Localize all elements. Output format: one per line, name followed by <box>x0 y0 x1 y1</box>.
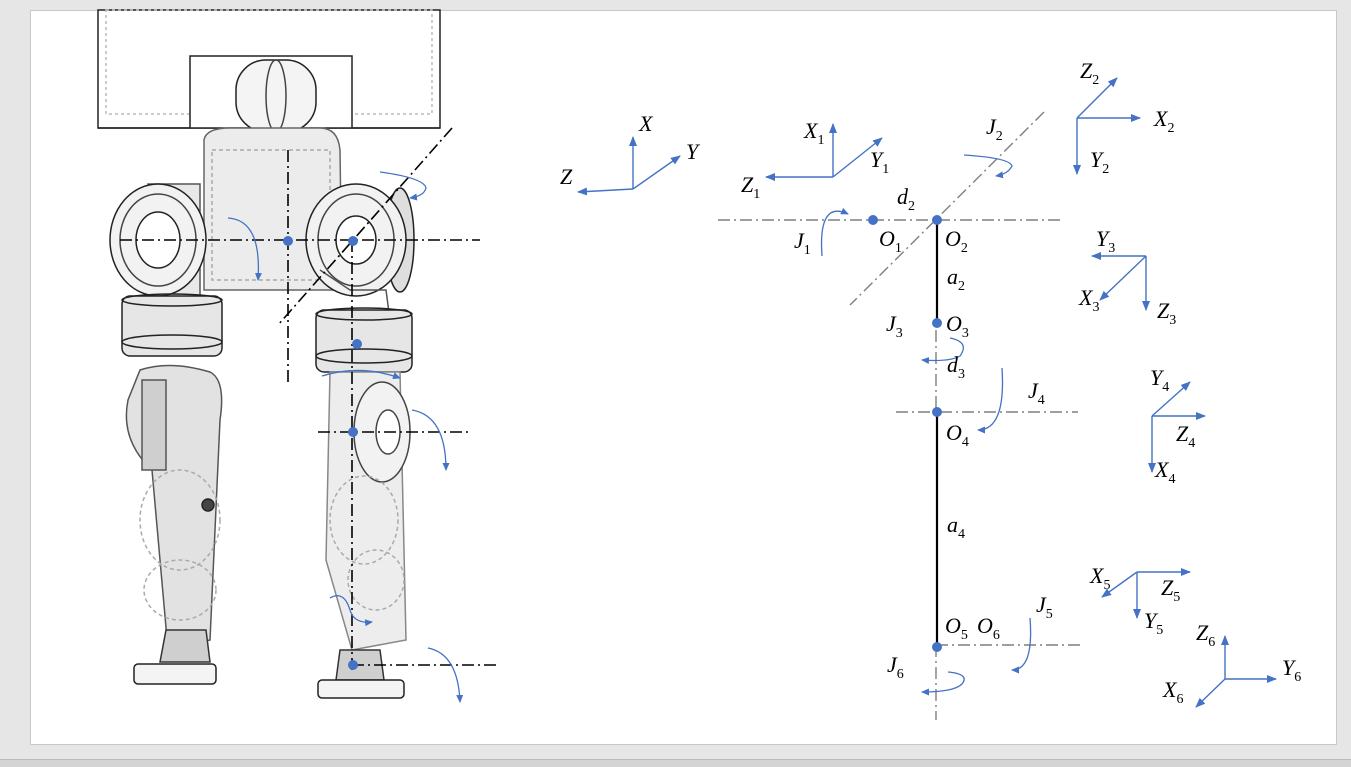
robot-legs-illustration <box>97 9 441 699</box>
right-foot <box>317 649 405 699</box>
label-z2: Z2 <box>1080 58 1099 88</box>
frame-3 <box>1091 252 1150 311</box>
label-j1: J1 <box>794 228 811 258</box>
base-y-label: Y <box>686 139 701 164</box>
label-y3: Y3 <box>1096 226 1115 256</box>
frame-2 <box>1073 77 1141 175</box>
label-z3: Z3 <box>1157 298 1176 328</box>
label-y6: Y6 <box>1282 655 1301 685</box>
left-foot <box>133 629 217 685</box>
frame-1 <box>765 123 883 181</box>
label-o2: O2 <box>945 226 968 256</box>
left-rotation-arrows <box>227 171 464 703</box>
label-j2: J2 <box>986 114 1003 144</box>
label-x3: X3 <box>1078 285 1099 315</box>
kinematic-chain <box>718 111 1080 720</box>
label-y5: Y5 <box>1144 608 1163 638</box>
torso-box <box>97 9 441 133</box>
left-joint-axes <box>120 127 496 672</box>
label-z5: Z5 <box>1161 575 1180 605</box>
base-z-label: Z <box>560 164 573 189</box>
right-hip-flange <box>305 183 415 321</box>
base-x-label: X <box>638 111 654 136</box>
label-y4: Y4 <box>1150 365 1169 395</box>
label-z1: Z1 <box>741 172 760 202</box>
label-o1: O1 <box>879 226 902 256</box>
label-d2: d2 <box>897 184 915 214</box>
right-thigh-cylinder <box>315 307 413 373</box>
label-d3: d3 <box>947 352 965 382</box>
frame-6 <box>1195 635 1277 708</box>
label-x6: X6 <box>1162 677 1183 707</box>
label-x1: X1 <box>803 118 824 148</box>
label-o5: O5 <box>945 613 968 643</box>
frame-5 <box>1101 568 1191 619</box>
label-o6: O6 <box>977 613 1000 643</box>
diagram-labels: X1 Y1 Z1 Z2 X2 Y2 Y3 X3 Z3 Y4 Z4 X4 X5 Z… <box>741 58 1301 707</box>
bottom-status-bar <box>0 759 1351 767</box>
left-thigh-cylinder <box>121 293 223 357</box>
left-joint-dots <box>283 236 362 670</box>
label-a4: a4 <box>947 512 965 542</box>
label-a2: a2 <box>947 264 965 294</box>
base-z-axis <box>577 187 634 196</box>
label-x2: X2 <box>1153 106 1174 136</box>
left-hip-flange <box>109 183 207 303</box>
right-shank <box>325 371 411 651</box>
chain-joint-dots <box>868 215 942 652</box>
frame-4 <box>1148 381 1206 473</box>
label-z6: Z6 <box>1196 620 1215 650</box>
label-j6: J6 <box>887 652 904 682</box>
label-x4: X4 <box>1154 457 1175 487</box>
left-shank <box>125 364 223 651</box>
label-j3: J3 <box>886 311 903 341</box>
label-j5: J5 <box>1036 592 1053 622</box>
chain-rotation-arrows <box>820 154 1032 696</box>
label-x5: X5 <box>1089 563 1110 593</box>
base-y-axis <box>632 155 681 190</box>
label-y2: Y2 <box>1090 147 1109 177</box>
chain-axis-lines <box>718 111 1080 720</box>
label-y1: Y1 <box>870 147 889 177</box>
base-frame: X Y Z <box>560 111 701 196</box>
label-j4: J4 <box>1028 378 1045 408</box>
label-o3: O3 <box>946 311 969 341</box>
label-z4: Z4 <box>1176 421 1195 451</box>
label-o4: O4 <box>946 420 969 450</box>
